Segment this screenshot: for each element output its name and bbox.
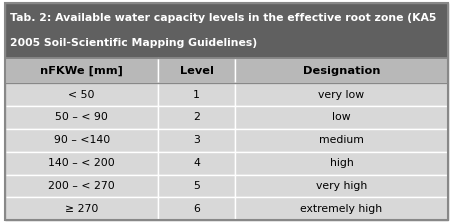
Bar [5,83,448,220]
Bar [158,83,236,106]
Bar [158,152,236,175]
Text: Designation: Designation [303,66,380,76]
Text: 50 – < 90: 50 – < 90 [55,112,108,122]
Text: 2005 Soil-Scientific Mapping Guidelines): 2005 Soil-Scientific Mapping Guidelines) [10,38,257,48]
Text: medium: medium [319,135,364,145]
Bar [5,129,158,152]
Bar [5,3,448,58]
Bar [5,106,158,129]
Bar [236,152,448,175]
Bar [158,198,236,220]
Text: 3: 3 [193,135,200,145]
Text: 140 – < 200: 140 – < 200 [48,158,115,168]
Text: 1: 1 [193,90,200,100]
Bar [5,198,158,220]
Bar [236,129,448,152]
Bar [5,175,158,198]
Bar [5,83,158,106]
Text: Tab. 2: Available water capacity levels in the effective root zone (KA5: Tab. 2: Available water capacity levels … [10,13,436,23]
Bar [5,58,448,83]
Text: ≥ 270: ≥ 270 [65,204,98,214]
Text: 90 – <140: 90 – <140 [53,135,110,145]
Text: low: low [332,112,351,122]
Text: 200 – < 270: 200 – < 270 [48,181,115,191]
Text: 2: 2 [193,112,200,122]
Text: 6: 6 [193,204,200,214]
Text: extremely high: extremely high [300,204,382,214]
Bar [5,58,158,83]
Text: very high: very high [316,181,367,191]
Bar [158,106,236,129]
Text: Level: Level [180,66,214,76]
Bar [236,175,448,198]
Bar [5,152,158,175]
Text: 4: 4 [193,158,200,168]
Text: very low: very low [318,90,365,100]
Text: nFKWe [mm]: nFKWe [mm] [40,66,123,76]
Bar [236,198,448,220]
Bar [236,58,448,83]
Bar [236,83,448,106]
Text: 5: 5 [193,181,200,191]
Bar [236,106,448,129]
Text: high: high [330,158,353,168]
Bar [158,58,236,83]
Text: < 50: < 50 [68,90,95,100]
Bar [158,129,236,152]
Bar [158,175,236,198]
